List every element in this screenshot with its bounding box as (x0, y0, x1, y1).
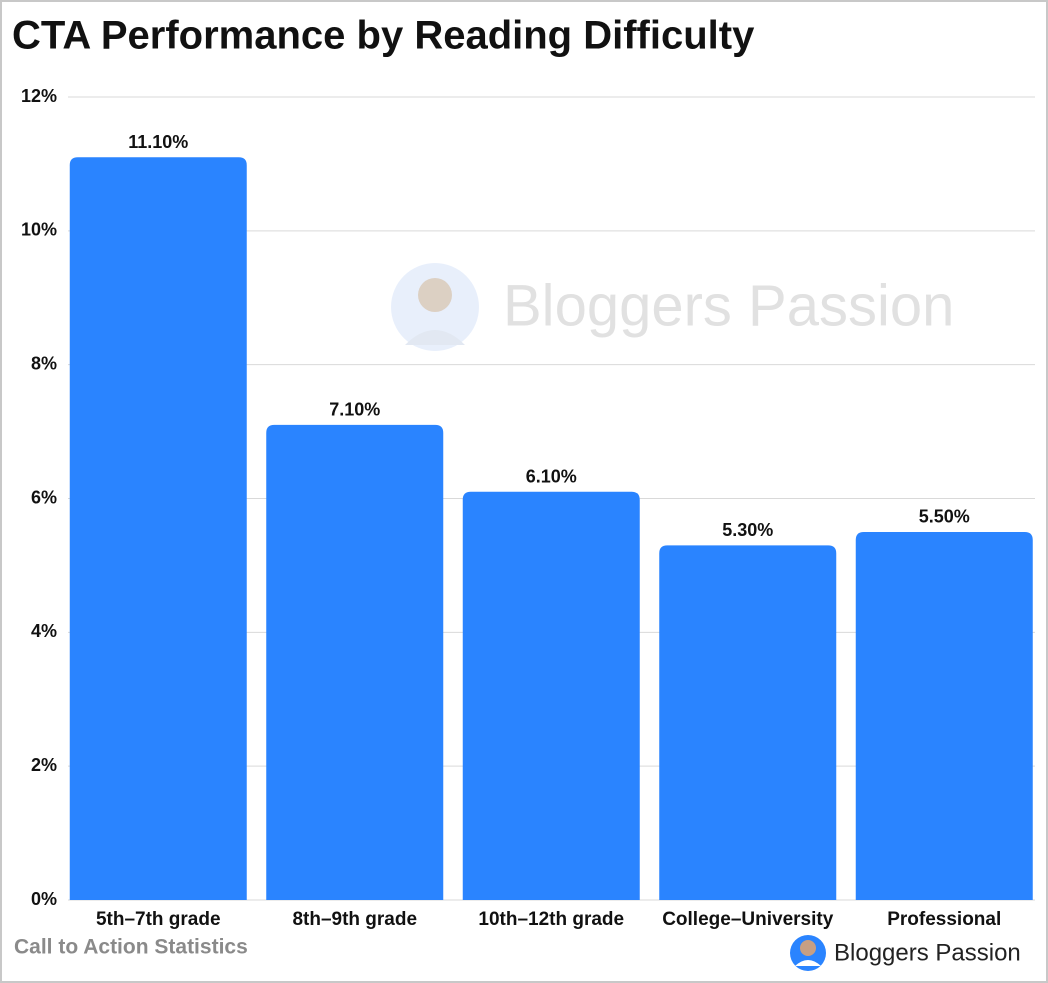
brand-shirt (795, 960, 821, 966)
y-tick-label: 2% (31, 755, 57, 775)
bar (659, 545, 837, 900)
y-tick-label: 0% (31, 889, 57, 909)
brand-logo: Bloggers Passion (790, 935, 1021, 971)
bar (266, 424, 444, 900)
y-tick-label: 10% (21, 220, 57, 240)
x-tick-label: 10th–12th grade (478, 909, 624, 930)
bar (855, 531, 1033, 900)
x-tick-label: College–University (662, 909, 833, 930)
y-tick-label: 8% (31, 353, 57, 373)
value-label: 5.30% (722, 520, 773, 540)
source-note: Call to Action Statistics (14, 936, 248, 959)
brand-face (800, 940, 816, 956)
y-tick-label: 12% (21, 86, 57, 106)
watermark-text: Bloggers Passion (503, 273, 954, 338)
brand-text: Bloggers Passion (834, 939, 1021, 966)
value-label: 7.10% (329, 400, 380, 420)
y-tick-label: 4% (31, 621, 57, 641)
x-tick-label: 8th–9th grade (292, 909, 417, 930)
x-tick-label: Professional (887, 909, 1001, 930)
chart-title: CTA Performance by Reading Difficulty (12, 14, 755, 58)
value-label: 11.10% (128, 132, 188, 152)
watermark: Bloggers Passion (391, 263, 954, 351)
value-label: 6.10% (526, 467, 577, 487)
watermark-face (418, 278, 452, 312)
y-tick-label: 6% (31, 487, 57, 507)
bar (462, 491, 640, 900)
x-tick-label: 5th–7th grade (96, 909, 221, 930)
watermark-shirt (405, 330, 465, 345)
bar (69, 157, 247, 901)
value-label: 5.50% (919, 507, 970, 527)
